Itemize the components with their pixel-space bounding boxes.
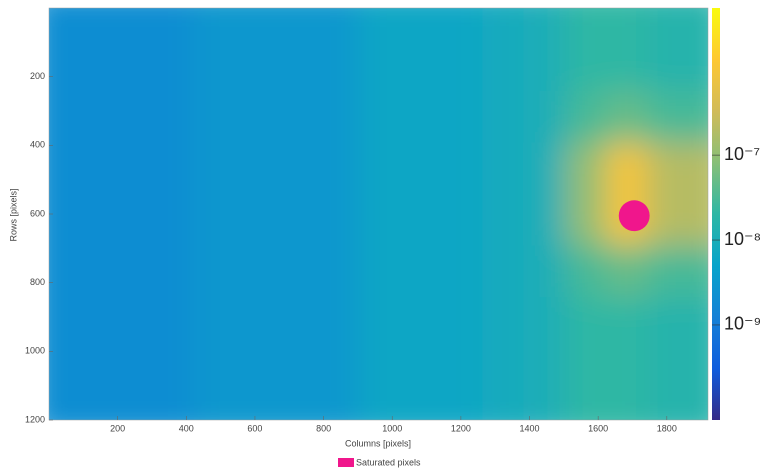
- y-tick-label: 800: [30, 277, 45, 287]
- heat-cell: [646, 348, 708, 420]
- x-tick-label: 200: [110, 423, 125, 433]
- x-tick-label: 1600: [588, 423, 608, 433]
- legend-label: Saturated pixels: [356, 457, 421, 467]
- y-tick-label: 400: [30, 140, 45, 150]
- saturated-region: [618, 200, 650, 232]
- x-tick-label: 1400: [520, 423, 540, 433]
- colorbar-tick-label: 10⁻⁷: [724, 144, 760, 164]
- y-tick-label: 1000: [25, 346, 45, 356]
- colorbar-tick-label: 10⁻⁸: [724, 229, 761, 249]
- x-axis-label: Columns [pixels]: [345, 438, 411, 448]
- y-tick-label: 600: [30, 208, 45, 218]
- colorbar-scale: [712, 8, 720, 420]
- heatmap: [49, 8, 708, 420]
- y-tick-label: 200: [30, 71, 45, 81]
- legend-swatch: [338, 458, 354, 467]
- x-tick-label: 600: [247, 423, 262, 433]
- x-tick-label: 800: [316, 423, 331, 433]
- y-axis-label: Rows [pixels]: [8, 188, 18, 241]
- x-tick-label: 400: [179, 423, 194, 433]
- x-tick-label: 1000: [382, 423, 402, 433]
- x-tick-label: 1800: [657, 423, 677, 433]
- colorbar-tick-label: 10⁻⁹: [724, 314, 761, 334]
- y-tick-label: 1200: [25, 414, 45, 424]
- legend: Saturated pixels: [338, 457, 421, 467]
- colorbar: 10⁻⁹ 10⁻⁸ 10⁻⁷: [712, 8, 761, 420]
- axes: 200 400 600 800 1000 1200 1400 1600 1800 200 400 60…: [25, 7, 709, 433]
- x-tick-label: 1200: [451, 423, 471, 433]
